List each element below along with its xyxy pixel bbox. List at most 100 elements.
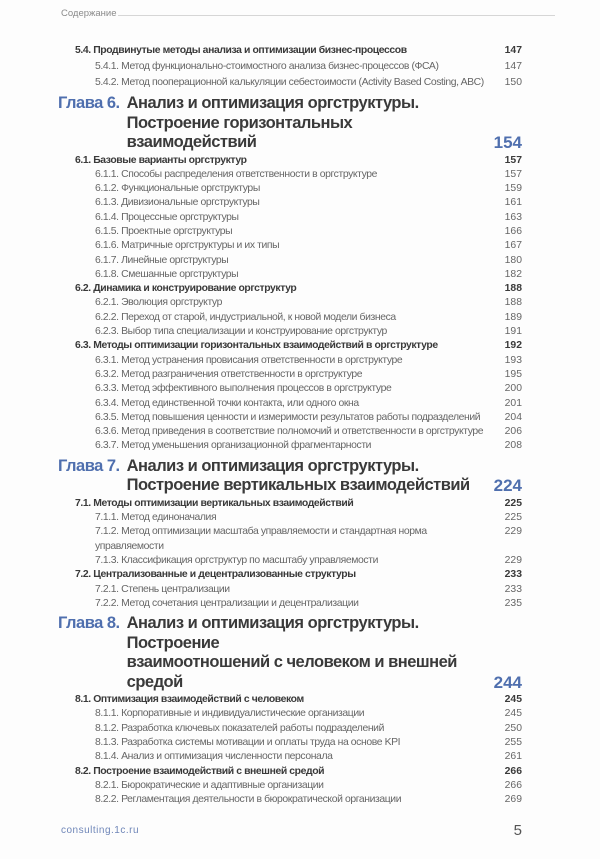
entry-page: 201 xyxy=(504,397,522,409)
entry-title: Продвинутые методы анализа и оптимизации… xyxy=(93,45,407,56)
entry-title: Метод устранения провисания ответственно… xyxy=(121,354,403,366)
toc-subsection-entry[interactable]: 6.2.2. Переход от старой, индустриальной… xyxy=(58,311,522,325)
toc-subsection-entry[interactable]: 5.4.2. Метод пооперационной калькуляции … xyxy=(58,75,522,91)
toc-section-entry[interactable]: 7.2. Централизованные и децентрализованн… xyxy=(58,568,522,582)
entry-title: Дивизиональные оргструктуры xyxy=(121,197,260,209)
toc-subsection-entry[interactable]: 8.2.2. Регламентация деятельности в бюро… xyxy=(58,793,522,807)
chapter-title: Анализ и оптимизация оргструктуры. Постро… xyxy=(127,457,486,496)
toc-subsection-entry[interactable]: 6.1.5. Проектные оргструктуры 166 xyxy=(58,225,522,239)
entry-page: 204 xyxy=(504,411,522,423)
toc-subsection-entry[interactable]: 6.3.7. Метод уменьшения организационной … xyxy=(58,439,522,453)
entry-title: Оптимизация взаимодействий с человеком xyxy=(93,694,304,706)
entry-number: 6.3. xyxy=(75,340,91,352)
toc-subsection-entry[interactable]: 6.1.6. Матричные оргструктуры и их типы 1… xyxy=(58,239,522,253)
toc-section-entry[interactable]: 5.4. Продвинутые методы анализа и оптими… xyxy=(58,43,522,59)
toc-chapter-heading[interactable]: Глава 8. Анализ и оптимизация оргструктур… xyxy=(58,614,522,692)
toc-subsection-entry[interactable]: 7.1.2. Метод оптимизации масштаба управл… xyxy=(58,525,522,554)
entry-page: 163 xyxy=(504,211,522,223)
toc-section-entry[interactable]: 8.2. Построение взаимодействий с внешней… xyxy=(58,765,522,779)
entry-number: 6.1.5. xyxy=(95,225,119,237)
entry-title: Способы распределения ответственности в … xyxy=(121,168,378,180)
entry-number: 6.2.1. xyxy=(95,297,119,309)
toc-subsection-entry[interactable]: 6.2.1. Эволюция оргструктур 188 xyxy=(58,296,522,310)
toc-subsection-entry[interactable]: 6.3.1. Метод устранения провисания ответ… xyxy=(58,354,522,368)
toc-subsection-entry[interactable]: 6.1.1. Способы распределения ответственн… xyxy=(58,168,522,182)
toc-section-entry[interactable]: 8.1. Оптимизация взаимодействий с челове… xyxy=(58,693,522,707)
entry-title: Линейные оргструктуры xyxy=(121,254,229,266)
toc-subsection-entry[interactable]: 6.3.6. Метод приведения в соответствие п… xyxy=(58,425,522,439)
toc-subsection-entry[interactable]: 6.3.4. Метод единственной точки контакта… xyxy=(58,397,522,411)
toc-subsection-entry[interactable]: 6.1.2. Функциональные оргструктуры 159 xyxy=(58,182,522,196)
entry-number: 6.3.7. xyxy=(95,440,119,452)
entry-page: 255 xyxy=(504,737,522,748)
toc-subsection-entry[interactable]: 6.1.7. Линейные оргструктуры 180 xyxy=(58,254,522,268)
chapter-title-line: Анализ и оптимизация оргструктуры. xyxy=(126,456,420,475)
entry-title: Переход от старой, индустриальной, к нов… xyxy=(121,311,396,323)
chapter-title-line: взаимоотношений с человеком и внешней ср… xyxy=(126,653,458,691)
entry-number: 5.4.2. xyxy=(95,77,119,88)
entry-title: Разработка ключевых показателей работы п… xyxy=(121,722,384,734)
toc-section-entry[interactable]: 6.3. Методы оптимизации горизонтальных в… xyxy=(58,339,522,353)
toc-subsection-entry[interactable]: 5.4.1. Метод функционально-стоимостного … xyxy=(58,59,522,75)
chapter-label: Глава 7. xyxy=(58,456,120,475)
toc-subsection-entry[interactable]: 6.1.8. Смешанные оргструктуры 182 xyxy=(58,268,522,282)
entry-number: 6.1.4. xyxy=(95,211,119,223)
entry-page: 167 xyxy=(504,240,522,252)
chapter-label: Глава 8. xyxy=(58,614,120,633)
entry-title: Метод единоначалия xyxy=(121,512,217,524)
entry-page: 159 xyxy=(504,183,522,195)
toc-subsection-entry[interactable]: 8.1.1. Корпоративные и индивидуалистичес… xyxy=(58,707,522,721)
chapter-page: 154 xyxy=(493,133,522,152)
toc-subsection-entry[interactable]: 6.2.3. Выбор типа специализации и констр… xyxy=(58,325,522,339)
entry-page: 188 xyxy=(504,297,522,309)
entry-page: 161 xyxy=(504,197,522,209)
entry-title: Централизованные и децентрализованные ст… xyxy=(93,569,356,581)
toc-subsection-entry[interactable]: 6.1.3. Дивизиональные оргструктуры 161 xyxy=(58,196,522,210)
entry-title: Методы оптимизации вертикальных взаимоде… xyxy=(93,497,354,509)
entry-page: 261 xyxy=(504,751,522,763)
entry-page: 166 xyxy=(504,225,522,237)
toc-chapter-heading[interactable]: Глава 7. Анализ и оптимизация оргструктур… xyxy=(58,457,522,496)
toc-subsection-entry[interactable]: 6.1.4. Процессные оргструктуры 163 xyxy=(58,211,522,225)
toc-subsection-entry[interactable]: 7.2.2. Метод сочетания централизации и д… xyxy=(58,597,522,611)
entry-page: 195 xyxy=(504,368,522,380)
toc-subsection-entry[interactable]: 7.1.3. Классификация оргструктур по масш… xyxy=(58,554,522,568)
page-footer: consulting.1c.ru 5 xyxy=(61,819,522,859)
toc-section-entry[interactable]: 6.2. Динамика и конструирование оргструк… xyxy=(58,282,522,296)
chapter-title: Анализ и оптимизация оргструктуры. Постро… xyxy=(127,94,486,153)
entry-number: 6.2. xyxy=(75,283,91,295)
toc-section-entry[interactable]: 7.1. Методы оптимизации вертикальных вза… xyxy=(58,497,522,511)
entry-title: Метод повышения ценности и измеримости р… xyxy=(121,411,481,423)
entry-number: 6.3.2. xyxy=(95,368,119,380)
toc-subsection-entry[interactable]: 6.3.5. Метод повышения ценности и измери… xyxy=(58,411,522,425)
entry-number: 8.2.1. xyxy=(95,779,119,791)
toc-chapter-heading[interactable]: Глава 6. Анализ и оптимизация оргструктур… xyxy=(58,94,522,153)
toc-subsection-entry[interactable]: 6.3.2. Метод разграничения ответственнос… xyxy=(58,368,522,382)
entry-title: Метод оптимизации масштаба управляемости… xyxy=(95,526,427,552)
entry-title: Метод функционально-стоимостного анализа… xyxy=(121,61,439,72)
toc-subsection-entry[interactable]: 8.1.4. Анализ и оптимизация численности … xyxy=(58,750,522,764)
entry-page: 245 xyxy=(504,708,522,720)
toc-subsection-entry[interactable]: 8.1.2. Разработка ключевых показателей р… xyxy=(58,722,522,736)
toc-subsection-entry[interactable]: 6.3.3. Метод эффективного выполнения про… xyxy=(58,382,522,396)
chapter-page: 244 xyxy=(493,672,522,692)
entry-number: 8.2. xyxy=(75,765,91,777)
entry-page: 147 xyxy=(504,45,522,56)
entry-number: 6.3.6. xyxy=(95,426,119,438)
toc-subsection-entry[interactable]: 8.2.1. Бюрократические и адаптивные орга… xyxy=(58,779,522,793)
chapter-title-line: Построение горизонтальных взаимодействий xyxy=(126,113,353,152)
entry-number: 7.1.2. xyxy=(95,526,119,538)
entry-number: 8.1.3. xyxy=(95,737,119,748)
toc-subsection-entry[interactable]: 7.2.1. Степень централизации 233 xyxy=(58,583,522,597)
entry-page: 225 xyxy=(504,497,522,509)
toc-section-entry[interactable]: 6.1. Базовые варианты оргструктур 157 xyxy=(58,154,522,168)
entry-title: Бюрократические и адаптивные организации xyxy=(121,779,324,791)
toc-entry-group: 7.1. Методы оптимизации вертикальных вза… xyxy=(58,497,522,611)
toc-subsection-entry[interactable]: 8.1.3. Разработка системы мотивации и оп… xyxy=(58,736,522,750)
entry-number: 6.3.1. xyxy=(95,354,119,366)
entry-number: 7.2. xyxy=(75,569,91,581)
entry-page: 229 xyxy=(504,554,522,566)
entry-number: 6.1. xyxy=(75,154,91,166)
toc-subsection-entry[interactable]: 7.1.1. Метод единоначалия 225 xyxy=(58,511,522,525)
entry-number: 7.1.1. xyxy=(95,512,119,524)
